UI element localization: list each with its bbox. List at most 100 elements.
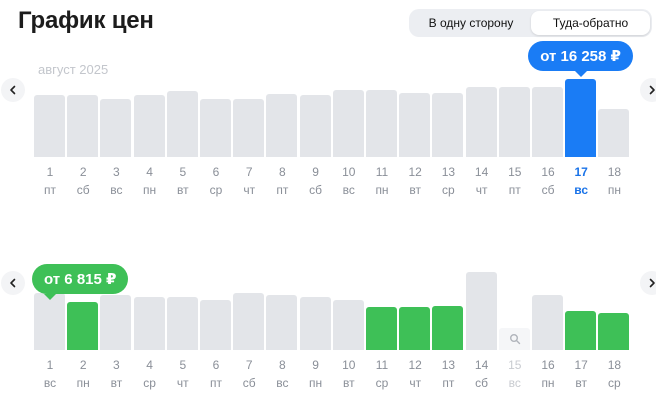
price-bar[interactable] (432, 93, 464, 157)
price-bar[interactable] (233, 99, 265, 157)
weekday-label: сб (242, 376, 256, 390)
price-bar[interactable] (366, 307, 397, 350)
weekday-label: вт (409, 183, 421, 197)
day-number: 8 (279, 358, 286, 372)
weekday-label: ср (209, 183, 223, 197)
weekday-label: чт (409, 376, 422, 390)
price-bar[interactable] (465, 272, 497, 350)
prev-period-button-top[interactable] (1, 78, 25, 102)
price-bar[interactable] (299, 297, 331, 350)
price-bar[interactable] (399, 93, 431, 157)
weekday-label: чт (176, 376, 189, 390)
price-bar[interactable] (332, 300, 364, 350)
day-number: 11 (375, 165, 389, 179)
day-number: 13 (441, 165, 456, 179)
next-period-button-top[interactable] (640, 78, 656, 102)
weekday-label: ср (143, 376, 156, 390)
day-number: 16 (541, 358, 555, 372)
weekday-label: пт (508, 183, 521, 197)
day-number: 13 (441, 358, 456, 372)
price-bar[interactable] (133, 95, 165, 157)
day-number: 6 (212, 165, 220, 179)
weekday-label: пт (276, 183, 289, 197)
price-bar[interactable] (233, 293, 265, 350)
day-number: 4 (146, 358, 153, 372)
weekday-label: пт (44, 183, 56, 197)
day-number: 4 (146, 165, 153, 179)
price-bar[interactable] (399, 307, 431, 350)
price-bar[interactable] (100, 99, 132, 157)
day-number: 17 (574, 165, 588, 179)
price-bar[interactable] (598, 109, 630, 157)
price-bar[interactable] (565, 311, 597, 350)
weekday-label: пн (607, 183, 621, 197)
round-trip-option[interactable]: Туда-обратно (531, 11, 650, 35)
price-bar[interactable] (498, 87, 530, 157)
price-bubble: от 6 815 ₽ (32, 264, 129, 300)
weekday-label: вс (342, 183, 355, 197)
price-bubble-text: от 16 258 ₽ (540, 48, 621, 65)
chevron-left-icon (10, 85, 16, 95)
day-number: 15 (508, 358, 522, 372)
price-bar[interactable] (67, 95, 99, 157)
day-number: 2 (79, 165, 87, 179)
price-bar[interactable] (432, 306, 464, 350)
weekday-label: пн (309, 376, 323, 390)
day-number: 1 (46, 165, 54, 179)
day-number: 7 (245, 358, 253, 372)
day-number: 9 (312, 165, 319, 179)
weekday-label: пт (442, 376, 455, 390)
day-number: 12 (408, 165, 422, 179)
chevron-left-icon (10, 278, 16, 288)
day-number: 3 (113, 165, 120, 179)
price-bar[interactable] (266, 94, 298, 157)
price-bar[interactable] (200, 99, 231, 157)
price-bar[interactable] (34, 95, 65, 157)
day-number: 10 (342, 358, 356, 372)
next-period-button-bottom[interactable] (640, 271, 656, 295)
price-bar[interactable] (366, 90, 397, 157)
day-number: 14 (474, 165, 489, 179)
price-bar[interactable] (332, 90, 364, 157)
price-bar[interactable] (266, 295, 298, 350)
day-number: 11 (375, 358, 389, 372)
price-bar[interactable] (166, 297, 198, 350)
price-bar[interactable] (34, 293, 65, 350)
weekday-label: ср (375, 376, 389, 390)
day-number: 10 (342, 165, 356, 179)
day-number: 5 (179, 358, 187, 372)
price-bar[interactable] (532, 87, 563, 157)
weekday-label: вс (574, 183, 589, 197)
price-bar[interactable] (67, 302, 99, 350)
day-number: 9 (312, 358, 319, 372)
price-bar[interactable] (166, 91, 198, 157)
price-bar-no-data[interactable] (498, 328, 530, 350)
price-bar[interactable] (133, 297, 165, 350)
weekday-label: сб (76, 183, 90, 197)
day-number: 17 (574, 358, 588, 372)
price-bar[interactable] (598, 313, 630, 350)
prev-period-button-bottom[interactable] (1, 271, 25, 295)
price-bar[interactable] (532, 295, 563, 350)
day-number: 7 (245, 165, 253, 179)
price-bar[interactable] (299, 95, 331, 157)
one-way-option[interactable]: В одну сторону (428, 16, 514, 30)
weekday-label: пн (375, 183, 389, 197)
price-bar[interactable] (200, 300, 231, 350)
weekday-label: пн (76, 376, 90, 390)
price-bar[interactable] (100, 295, 132, 350)
month-label: август 2025 (38, 62, 109, 77)
price-bar[interactable] (465, 87, 497, 157)
price-bar[interactable] (565, 79, 597, 157)
weekday-label: чт (475, 183, 488, 197)
weekday-label: вт (342, 376, 355, 390)
page-title: График цен (18, 7, 154, 34)
weekday-label: сб (475, 376, 489, 390)
day-number: 6 (212, 358, 220, 372)
weekday-label: чт (243, 183, 256, 197)
weekday-label: вс (508, 376, 521, 390)
weekday-label: сб (541, 183, 555, 197)
weekday-label: вт (575, 376, 587, 390)
weekday-label: пн (541, 376, 555, 390)
